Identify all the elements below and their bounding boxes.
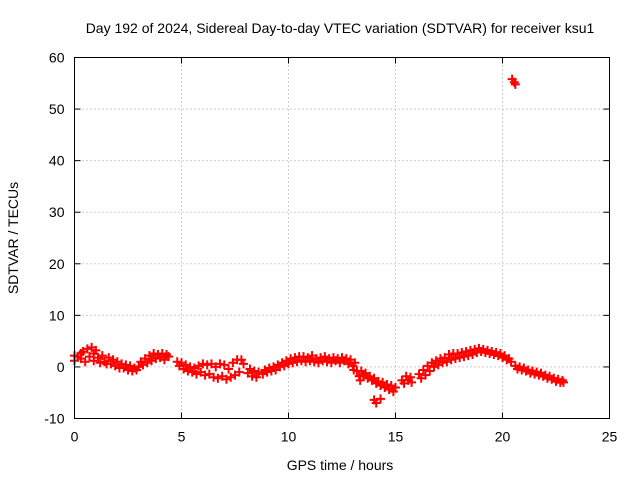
data-point	[407, 377, 417, 387]
x-axis-label: GPS time / hours	[287, 457, 394, 473]
y-tick-label: 0	[57, 359, 65, 375]
data-point	[226, 372, 236, 382]
data-point	[305, 356, 315, 366]
data-point	[147, 356, 157, 366]
data-point	[234, 367, 244, 377]
data-point	[149, 349, 159, 359]
data-point	[239, 359, 249, 369]
data-point	[391, 383, 400, 393]
data-point	[185, 362, 195, 372]
x-tick-label: 25	[602, 429, 618, 445]
data-point	[219, 360, 229, 370]
y-tick-label: 20	[49, 256, 65, 272]
data-point	[350, 358, 360, 368]
y-tick-label: 40	[49, 153, 65, 169]
data-point	[405, 372, 415, 382]
data-point	[420, 370, 430, 380]
data-point	[376, 394, 386, 404]
data-point	[191, 369, 201, 379]
data-points	[70, 74, 568, 408]
data-point	[459, 352, 469, 362]
chart-title: Day 192 of 2024, Sidereal Day-to-day VTE…	[86, 20, 595, 36]
plot-frame	[74, 57, 610, 419]
x-tick-label: 0	[71, 429, 79, 445]
y-tick-label: 50	[49, 101, 65, 117]
data-point	[97, 351, 107, 361]
data-point	[224, 364, 234, 374]
data-point	[198, 359, 208, 369]
x-tick-label: 15	[388, 429, 404, 445]
data-point	[91, 345, 101, 355]
data-point	[200, 370, 210, 380]
data-point	[288, 358, 298, 368]
data-point	[444, 350, 454, 360]
y-tick-label: -10	[44, 411, 64, 427]
data-point	[209, 372, 219, 382]
axis-ticks: 0 5 10 15 20 25 -10 0 10 20 30 40 50 60	[44, 50, 617, 445]
y-axis-label: SDTVAR / TECUs	[5, 182, 21, 294]
data-point	[95, 358, 105, 368]
data-point	[284, 359, 293, 369]
grid	[74, 57, 610, 419]
x-tick-label: 10	[281, 429, 297, 445]
data-point	[202, 360, 212, 370]
x-tick-label: 5	[178, 429, 186, 445]
data-point	[355, 375, 365, 385]
data-point	[213, 373, 223, 383]
data-point	[121, 360, 131, 370]
data-point	[157, 349, 167, 359]
data-point	[557, 375, 567, 385]
data-point	[455, 353, 465, 363]
data-point	[558, 377, 568, 387]
data-point	[382, 379, 392, 389]
data-point	[194, 361, 204, 371]
data-point	[249, 366, 259, 376]
y-tick-label: 60	[49, 50, 65, 66]
data-point	[371, 398, 381, 408]
x-tick-label: 20	[495, 429, 511, 445]
data-point	[292, 357, 302, 367]
data-point	[450, 354, 460, 364]
data-point	[251, 372, 261, 382]
data-point	[510, 79, 520, 89]
data-point	[354, 371, 364, 381]
data-point	[341, 354, 351, 364]
data-point	[446, 355, 456, 365]
data-point	[298, 352, 308, 362]
data-point	[247, 371, 257, 381]
data-point	[463, 351, 473, 361]
data-point	[425, 366, 435, 376]
data-point	[164, 352, 174, 362]
data-point	[80, 357, 90, 367]
data-point	[215, 359, 225, 369]
y-tick-label: 30	[49, 204, 65, 220]
data-point	[438, 358, 448, 368]
data-point	[418, 365, 428, 375]
data-point	[82, 344, 92, 354]
data-point	[506, 357, 516, 367]
y-tick-label: 10	[49, 307, 65, 323]
data-point	[273, 360, 283, 370]
